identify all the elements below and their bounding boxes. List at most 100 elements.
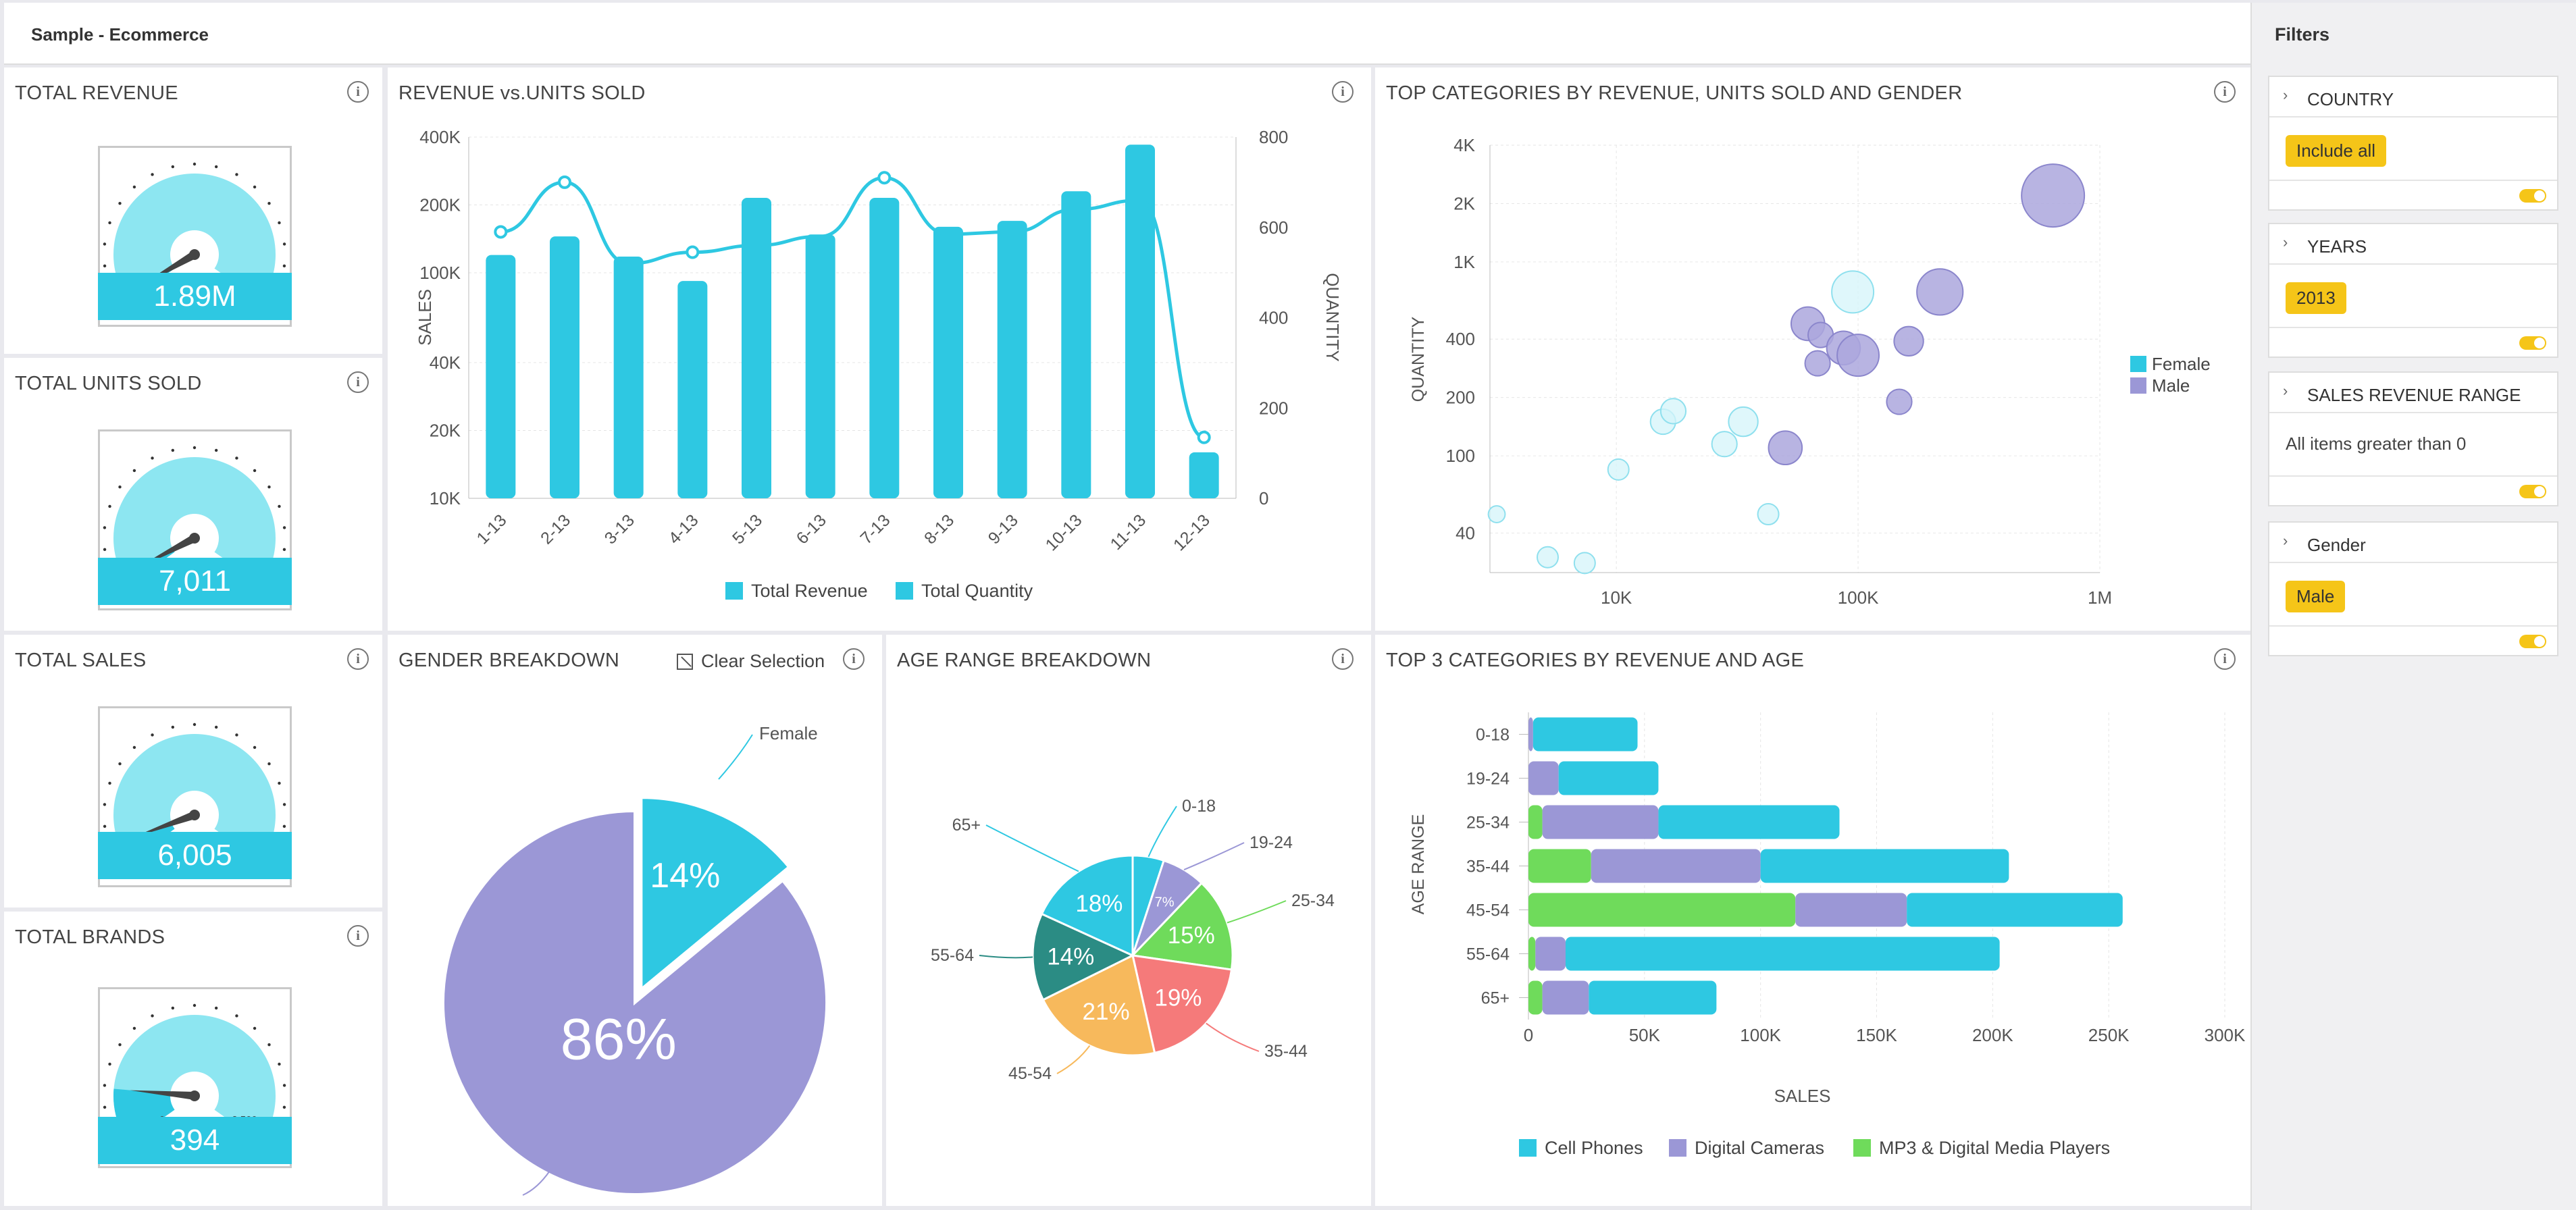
gauge-tick <box>267 1043 271 1047</box>
filter-header[interactable]: › COUNTRY <box>2269 77 2557 117</box>
legend-label: MP3 & Digital Media Players <box>1879 1138 2110 1158</box>
filter-toggle[interactable] <box>2519 485 2546 498</box>
filter-header[interactable]: › Gender <box>2269 523 2557 563</box>
slice-label: 35-44 <box>1264 1042 1308 1061</box>
filter-chip[interactable]: Include all <box>2286 135 2387 167</box>
slice-value-label: 86% <box>561 1007 677 1072</box>
y-tick-label: 4K <box>1453 135 1475 155</box>
gauge-tick <box>278 504 281 508</box>
info-icon[interactable]: i <box>347 648 369 670</box>
age-pie-chart[interactable]: 0-18 7% 19-24 15% 25-34 19% 35-44 21% 45-54 14% 55… <box>886 635 1371 1206</box>
callout-line <box>1056 1045 1091 1074</box>
filter-header[interactable]: › SALES REVENUE RANGE <box>2269 373 2557 413</box>
slice-label: 19-24 <box>1250 833 1293 852</box>
gauge-tick <box>118 485 122 489</box>
filter-country[interactable]: › COUNTRY Include all <box>2268 76 2558 211</box>
top3-bar-chart[interactable]: 0 50K 100K 150K 200K 250K 300K 0-18 19-24 25-34 35… <box>1375 635 2250 1206</box>
top-categories-panel[interactable]: TOP CATEGORIES BY REVENUE, UNITS SOLD AN… <box>1375 68 2250 631</box>
filter-toggle[interactable] <box>2519 336 2546 350</box>
chevron-right-icon[interactable]: › <box>2283 382 2288 399</box>
gauge-tick <box>267 762 271 766</box>
x-tick-label: 0 <box>1524 1025 1533 1045</box>
chevron-right-icon[interactable]: › <box>2283 532 2288 549</box>
filter-years[interactable]: › YEARS 2013 <box>2268 223 2558 358</box>
slice-value-label: 14% <box>1047 943 1094 970</box>
revenue-chart[interactable]: 10K 20K 40K 100K 200K 400K 0 200 400 600 800 1-13 2-… <box>388 68 1371 631</box>
info-icon[interactable]: i <box>347 371 369 393</box>
y-axis-label: AGE RANGE <box>1409 814 1428 915</box>
kpi-value: 1.89M <box>98 273 292 320</box>
kpi-value: 6,005 <box>98 832 292 879</box>
gauge-tick <box>192 1003 197 1007</box>
kpi-total-revenue[interactable]: TOTAL REVENUE i 0125M 1.89M <box>4 68 382 354</box>
quantity-point <box>686 245 700 259</box>
clear-selection-icon <box>677 654 693 670</box>
filter-chip[interactable]: 2013 <box>2286 282 2346 314</box>
gauge-tick <box>132 469 136 473</box>
gauge-tick <box>132 185 136 189</box>
info-icon[interactable]: i <box>2214 81 2236 103</box>
callout-line <box>522 1170 550 1196</box>
top3-categories-panel[interactable]: TOP 3 CATEGORIES BY REVENUE AND AGE i 0 5… <box>1375 635 2250 1206</box>
gauge-tick <box>171 725 175 729</box>
age-range-panel[interactable]: AGE RANGE BREAKDOWN i 0-18 7% 19-24 15% 25-3… <box>886 635 1371 1206</box>
filter-gender[interactable]: › Gender Male <box>2268 521 2558 656</box>
filter-toggle[interactable] <box>2519 635 2546 648</box>
gauge-tick <box>151 1014 154 1018</box>
info-icon[interactable]: i <box>1332 648 1354 670</box>
quantity-point <box>558 175 571 189</box>
filter-toggle[interactable] <box>2519 189 2546 203</box>
female-bubble <box>1537 546 1560 569</box>
quantity-point <box>1197 430 1211 444</box>
scatter-chart[interactable]: 10K 100K 1M 40 100 200 400 1K 2K 4K QUANTITY Female… <box>1375 68 2250 631</box>
age-slice <box>1031 912 1135 1001</box>
gauge-tick <box>118 202 122 205</box>
revenue-bar <box>742 198 771 498</box>
male-bubble <box>2021 163 2086 228</box>
callout-line <box>1148 806 1177 858</box>
filter-header[interactable]: › YEARS <box>2269 224 2557 265</box>
info-icon[interactable]: i <box>843 648 865 670</box>
kpi-total-brands[interactable]: TOTAL BRANDS i 02,500 394 <box>4 912 382 1206</box>
gauge-tick <box>103 242 107 246</box>
gauge-tick <box>151 456 154 460</box>
filter-sales-revenue-range[interactable]: › SALES REVENUE RANGE All items greater t… <box>2268 371 2558 506</box>
y-axis-label: SALES <box>415 289 435 346</box>
stacked-bar-segment <box>1558 761 1659 795</box>
y-tick-label: 45-54 <box>1466 901 1510 920</box>
filter-chip[interactable]: Male <box>2286 581 2346 612</box>
stacked-bar-segment <box>1528 717 1533 752</box>
clear-selection-button[interactable]: Clear Selection <box>677 651 825 672</box>
info-icon[interactable]: i <box>347 81 369 103</box>
gauge-tick <box>151 173 154 176</box>
gauge-tick <box>151 733 154 737</box>
revenue-bar <box>550 236 579 498</box>
stacked-bar-segment <box>1658 805 1840 839</box>
revenue-vs-units-panel[interactable]: REVENUE vs.UNITS SOLD i 10K 20K 40K 100K 200… <box>388 68 1371 631</box>
info-icon[interactable]: i <box>1332 81 1354 103</box>
legend-swatch <box>725 582 743 600</box>
callout-line <box>979 955 1033 959</box>
stacked-bar-segment <box>1565 937 2000 971</box>
kpi-total-units-sold[interactable]: TOTAL UNITS SOLD i 0250K 7,011 <box>4 358 382 631</box>
gauge-tick <box>192 162 197 166</box>
kpi-title: TOTAL REVENUE <box>15 82 178 104</box>
legend-swatch <box>2130 377 2146 394</box>
chevron-right-icon[interactable]: › <box>2283 86 2288 103</box>
info-icon[interactable]: i <box>2214 648 2236 670</box>
gauge-tick <box>282 1105 286 1109</box>
info-icon[interactable]: i <box>347 925 369 947</box>
gauge-tick <box>235 1014 238 1018</box>
x-tick-label: 150K <box>1856 1025 1897 1045</box>
filter-text: All items greater than 0 <box>2286 433 2467 454</box>
slice-label: Female <box>759 723 818 743</box>
y-tick-label: 20K <box>430 420 461 440</box>
legend-label: Cell Phones <box>1545 1138 1643 1158</box>
y2-tick-label: 200 <box>1259 398 1288 418</box>
x-tick-label: 100K <box>1838 587 1879 608</box>
chevron-right-icon[interactable]: › <box>2283 234 2288 251</box>
stacked-bar-segment <box>1528 937 1536 971</box>
